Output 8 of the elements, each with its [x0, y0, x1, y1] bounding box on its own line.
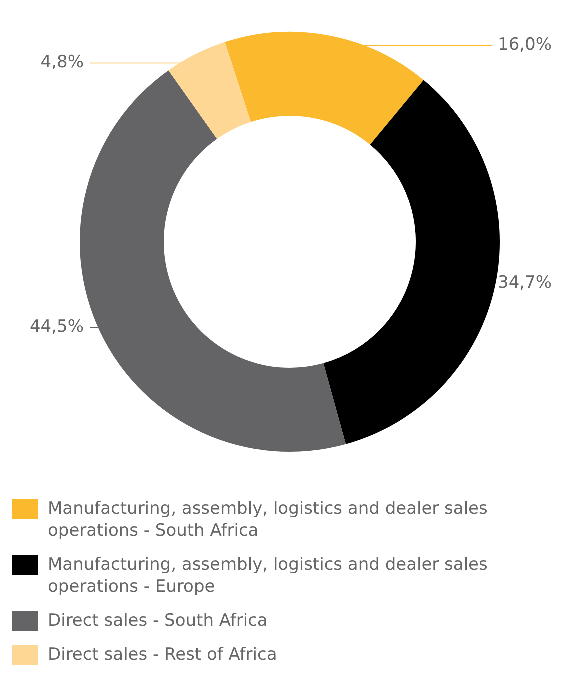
data-label: 44,5% — [30, 317, 84, 338]
legend-label: Direct sales - Rest of Africa — [48, 644, 278, 666]
data-label: 34,7% — [498, 273, 552, 294]
data-label: 4,8% — [40, 52, 84, 73]
data-label: 16,0% — [498, 34, 552, 55]
legend-label: Manufacturing, assembly, logistics and dealer sales operations - Europe — [48, 554, 489, 598]
legend-label: Direct sales - South Africa — [48, 610, 268, 632]
legend-label: Manufacturing, assembly, logistics and dealer sales operations - South Africa — [48, 498, 489, 542]
